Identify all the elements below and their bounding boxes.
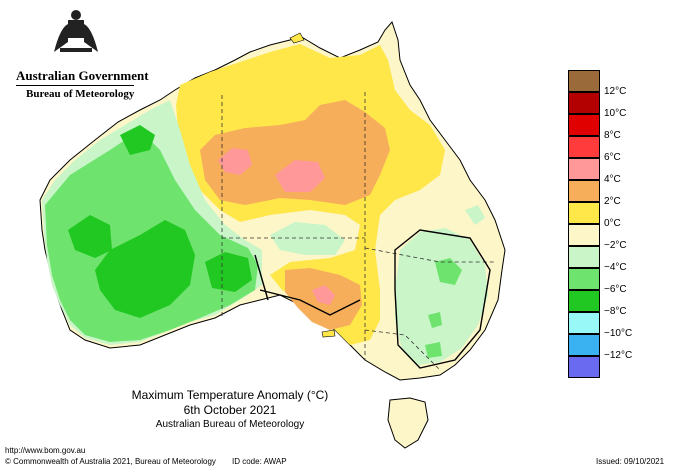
hot-anomaly-region xyxy=(200,100,390,205)
east-cold-region-2 xyxy=(428,312,442,328)
legend-label: 10°C xyxy=(604,108,627,119)
id-code: ID code: AWAP xyxy=(232,457,287,466)
state-borders xyxy=(221,92,495,371)
legend-swatch xyxy=(568,180,600,202)
bom-url[interactable]: http://www.bom.gov.au xyxy=(5,446,86,455)
west-coldest-region-4 xyxy=(120,125,155,155)
west-coldest-region-3 xyxy=(205,252,252,292)
legend-swatch xyxy=(568,312,600,334)
map-date: 6th October 2021 xyxy=(183,403,277,417)
coat-of-arms-icon xyxy=(54,10,98,52)
melville-island xyxy=(289,32,305,44)
map-source: Australian Bureau of Meteorology xyxy=(155,419,305,430)
west-coldest-region-1 xyxy=(68,215,112,258)
west-coldest-region-2 xyxy=(95,220,195,318)
legend-label: −12°C xyxy=(604,350,633,361)
very-hot-region-2 xyxy=(275,160,325,192)
legend-label: −10°C xyxy=(604,328,633,339)
legend-label: 4°C xyxy=(604,174,621,185)
issued-date: Issued: 09/10/2021 xyxy=(596,457,665,466)
legend-label: 2°C xyxy=(604,196,621,207)
legend-label: −4°C xyxy=(604,262,627,273)
east-cold-region xyxy=(435,258,462,285)
legend-label: −8°C xyxy=(604,306,627,317)
legend-swatch xyxy=(568,92,600,114)
legend-label: 8°C xyxy=(604,130,621,141)
government-name: Australian Government xyxy=(16,68,149,83)
central-cool-region xyxy=(270,222,345,255)
very-hot-region-3 xyxy=(312,285,335,305)
legend-swatch xyxy=(568,136,600,158)
legend-swatch xyxy=(568,356,600,378)
very-hot-region-1 xyxy=(218,148,252,175)
northeast-cool-region xyxy=(465,205,485,225)
legend-label: 12°C xyxy=(604,86,627,97)
legend-swatch xyxy=(568,114,600,136)
map-title: Maximum Temperature Anomaly (°C) 6th Oct… xyxy=(95,388,365,432)
legend-label: 0°C xyxy=(604,218,621,229)
bureau-name: Bureau of Meteorology xyxy=(26,88,135,100)
legend-swatch xyxy=(568,334,600,356)
logo-divider xyxy=(16,85,134,86)
legend-swatch xyxy=(568,268,600,290)
east-cold-region-3 xyxy=(425,342,442,358)
color-legend: 12°C 10°C 8°C 6°C 4°C 2°C 0°C −2°C −4°C … xyxy=(568,70,643,380)
legend-swatch xyxy=(568,158,600,180)
legend-label: −2°C xyxy=(604,240,627,251)
bom-logo: Australian Government Bureau of Meteorol… xyxy=(6,8,149,100)
kangaroo-island xyxy=(321,329,336,338)
copyright-text: © Commonwealth of Australia 2021, Bureau… xyxy=(5,457,216,466)
legend-label: −6°C xyxy=(604,284,627,295)
legend-label: 6°C xyxy=(604,152,621,163)
tasmania xyxy=(387,397,429,449)
legend-swatch xyxy=(568,202,600,224)
legend-swatch xyxy=(568,290,600,312)
legend-swatch xyxy=(568,70,600,92)
map-title-line: Maximum Temperature Anomaly (°C) xyxy=(131,388,329,402)
zero-contour-line xyxy=(254,229,491,369)
legend-swatch xyxy=(568,246,600,268)
legend-swatch xyxy=(568,224,600,246)
